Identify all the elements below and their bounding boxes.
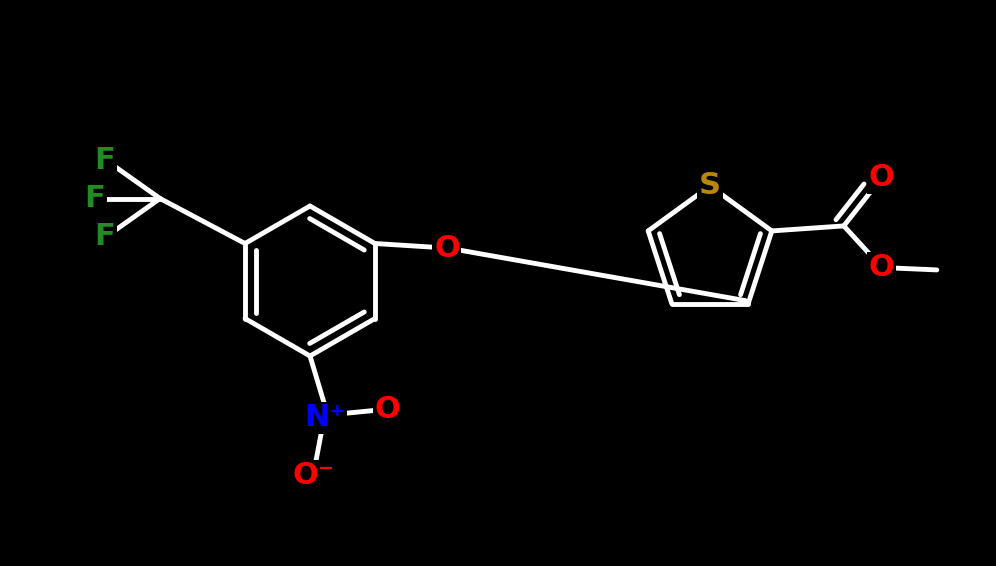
Text: N⁺: N⁺ bbox=[305, 404, 346, 432]
Text: O: O bbox=[869, 164, 894, 192]
Text: O: O bbox=[434, 234, 460, 263]
Text: S: S bbox=[699, 171, 721, 200]
Text: O⁻: O⁻ bbox=[292, 461, 334, 491]
Text: F: F bbox=[95, 146, 116, 175]
Text: F: F bbox=[95, 222, 116, 251]
Text: F: F bbox=[85, 184, 106, 213]
Text: O: O bbox=[869, 254, 894, 282]
Text: O: O bbox=[374, 396, 400, 424]
